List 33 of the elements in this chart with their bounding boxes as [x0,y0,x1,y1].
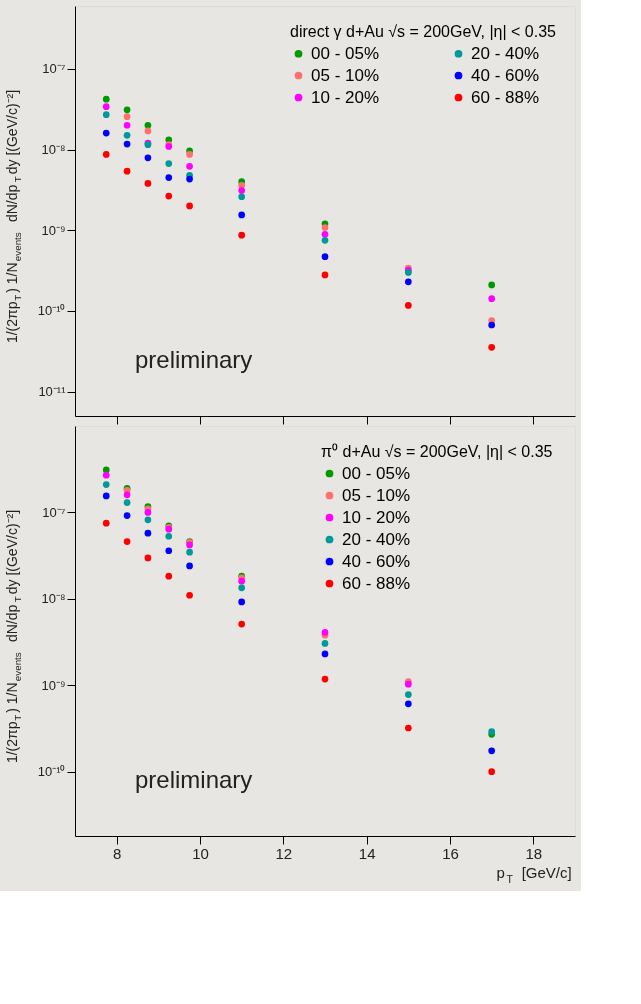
x-tick-label: 8 [112,844,122,862]
y-tick-label: 10⁻¹⁰ [37,764,66,780]
legend-label: 05 - 10% [311,65,380,85]
legend-label: 60 - 88% [471,87,540,107]
legend-title: direct γ d+Au √s = 200GeV, |η| < 0.35 [290,23,557,40]
legend-label: 40 - 60% [471,65,540,85]
x-tick-label: 10 [192,844,209,862]
y-tick-label: 10⁻⁸ [41,142,66,158]
legend-label: 20 - 40% [342,529,411,549]
legend-label: 20 - 40% [471,43,540,63]
y-axis-title: 1/(2πpT) 1/Nevents dN/dpTdy [(GeV/c)⁻²] [4,509,24,764]
y-tick-label: 10⁻⁹ [41,677,66,693]
annotation: preliminary [135,766,253,793]
legend-label: 05 - 10% [342,485,411,505]
x-tick-label: 18 [525,844,543,862]
y-tick-label: 10⁻⁷ [42,504,66,520]
y-tick-label: 10⁻¹¹ [38,384,67,400]
legend-label: 10 - 20% [311,87,380,107]
legend-label: 60 - 88% [342,573,411,593]
y-tick-label: 10⁻⁹ [41,222,66,238]
legend-title: π⁰ d+Au √s = 200GeV, |η| < 0.35 [321,443,553,460]
y-tick-label: 10⁻¹⁰ [37,303,66,319]
y-tick-label: 10⁻⁷ [42,61,66,77]
y-axis-title: 1/(2πpT) 1/Nevents dN/dpTdy [(GeV/c)⁻²] [4,89,24,344]
legend-label: 00 - 05% [311,43,380,63]
annotation: preliminary [135,346,253,373]
legend-label: 00 - 05% [342,463,411,483]
x-tick-label: 16 [442,844,459,862]
legend-label: 40 - 60% [342,551,411,571]
x-tick-label: 12 [275,844,293,862]
x-tick-label: 14 [358,844,376,862]
legend-label: 10 - 20% [342,507,411,527]
y-tick-label: 10⁻⁸ [41,591,66,607]
